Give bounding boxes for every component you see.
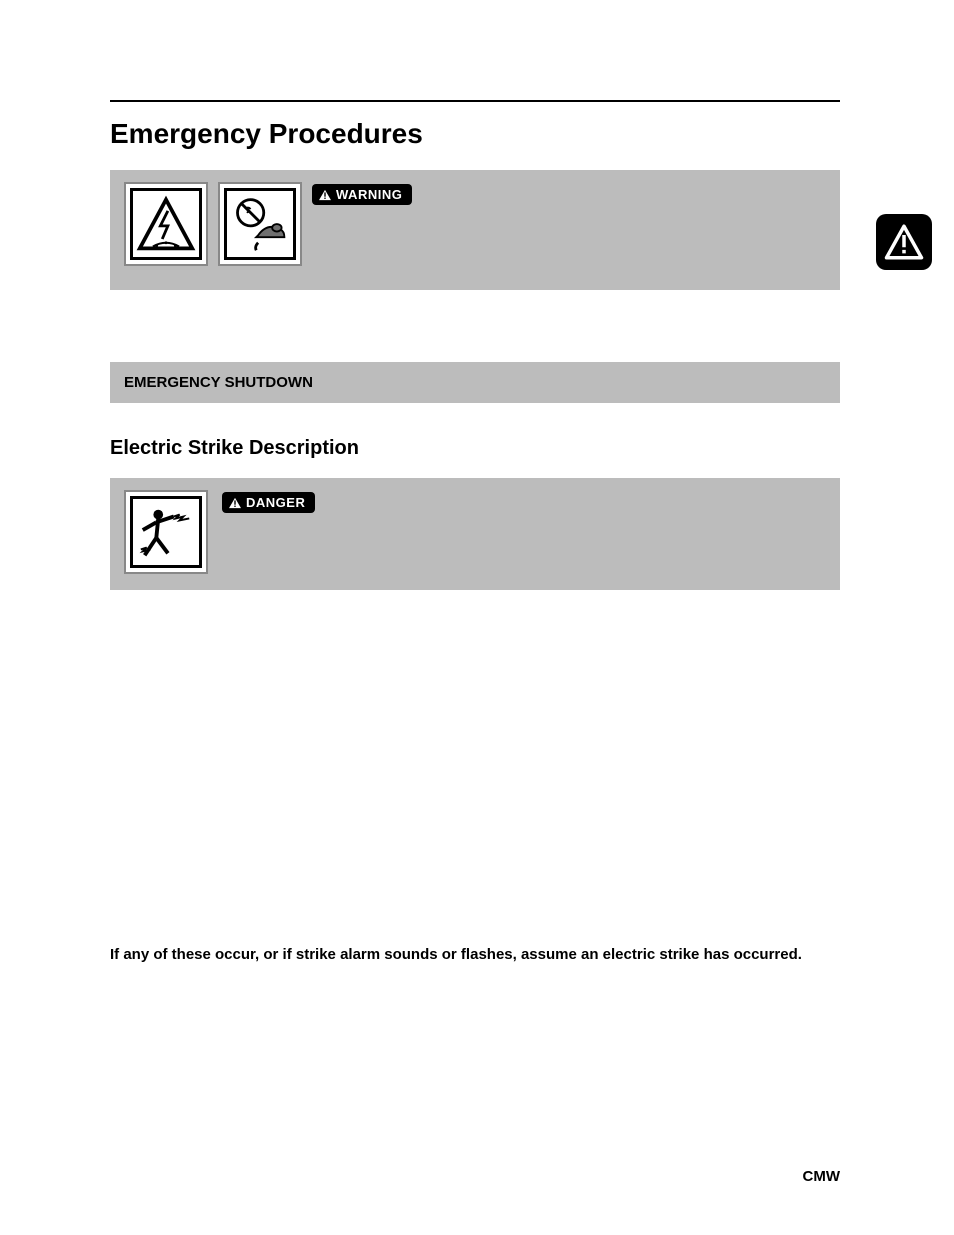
no-radio-hardhat-icon — [218, 182, 302, 266]
page-footer: CMW — [110, 1168, 840, 1185]
page-title: Emergency Procedures — [110, 118, 840, 150]
danger-panel: DANGER — [110, 478, 840, 590]
electric-strike-triangle-icon — [124, 182, 208, 266]
top-divider — [110, 100, 840, 102]
emergency-shutdown-label: EMERGENCY SHUTDOWN — [124, 374, 313, 391]
warning-signal-word: WARNING — [312, 184, 412, 205]
alert-triangle-icon — [883, 221, 925, 263]
warning-label: WARNING — [336, 187, 402, 202]
side-alert-badge — [876, 214, 932, 270]
alert-triangle-icon — [228, 497, 242, 509]
bottom-note: If any of these occur, or if strike alar… — [110, 946, 840, 963]
danger-label: DANGER — [246, 495, 305, 510]
alert-triangle-icon — [318, 189, 332, 201]
person-electrocuted-icon — [124, 490, 208, 574]
danger-signal-word: DANGER — [222, 492, 315, 513]
section-subtitle: Electric Strike Description — [110, 437, 840, 460]
warning-panel: WARNING — [110, 170, 840, 290]
emergency-shutdown-bar: EMERGENCY SHUTDOWN — [110, 362, 840, 403]
footer-text: CMW — [803, 1168, 841, 1185]
page-content: Emergency Procedures — [110, 100, 840, 963]
